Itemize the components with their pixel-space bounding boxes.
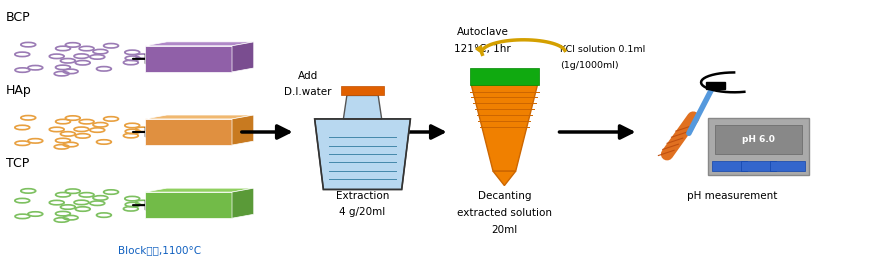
Text: D.I.water: D.I.water: [284, 87, 332, 97]
FancyBboxPatch shape: [741, 161, 776, 171]
Text: 121°C, 1hr: 121°C, 1hr: [454, 44, 511, 54]
Polygon shape: [145, 192, 232, 218]
Text: Decanting: Decanting: [478, 191, 531, 201]
Polygon shape: [471, 85, 538, 171]
Text: 4 g/20ml: 4 g/20ml: [340, 207, 386, 217]
FancyBboxPatch shape: [708, 118, 809, 175]
FancyBboxPatch shape: [715, 125, 802, 154]
Polygon shape: [232, 42, 254, 72]
Polygon shape: [232, 188, 254, 218]
Polygon shape: [340, 86, 384, 95]
Polygon shape: [145, 46, 232, 72]
Polygon shape: [232, 115, 254, 145]
Polygon shape: [145, 115, 254, 119]
Text: Extraction: Extraction: [336, 191, 389, 201]
Text: BCP: BCP: [6, 11, 31, 23]
Text: HAp: HAp: [6, 84, 31, 97]
FancyBboxPatch shape: [770, 161, 805, 171]
Polygon shape: [145, 188, 254, 192]
Bar: [706, 82, 725, 89]
Text: Block형성,1100°C: Block형성,1100°C: [118, 245, 202, 255]
Text: Add: Add: [298, 71, 318, 81]
Text: (1g/1000ml): (1g/1000ml): [560, 61, 619, 70]
Text: KCl solution 0.1ml: KCl solution 0.1ml: [560, 45, 645, 54]
FancyBboxPatch shape: [712, 161, 747, 171]
Polygon shape: [493, 171, 516, 186]
Text: extracted solution: extracted solution: [457, 208, 552, 218]
Polygon shape: [145, 119, 232, 145]
Text: TCP: TCP: [6, 157, 29, 170]
Polygon shape: [343, 95, 382, 119]
Polygon shape: [145, 42, 254, 46]
Text: pH 6.0: pH 6.0: [742, 135, 775, 144]
Text: Autoclave: Autoclave: [457, 27, 509, 37]
Text: 20ml: 20ml: [491, 225, 518, 235]
Polygon shape: [314, 119, 410, 190]
Polygon shape: [470, 68, 540, 85]
Text: pH measurement: pH measurement: [687, 191, 778, 201]
